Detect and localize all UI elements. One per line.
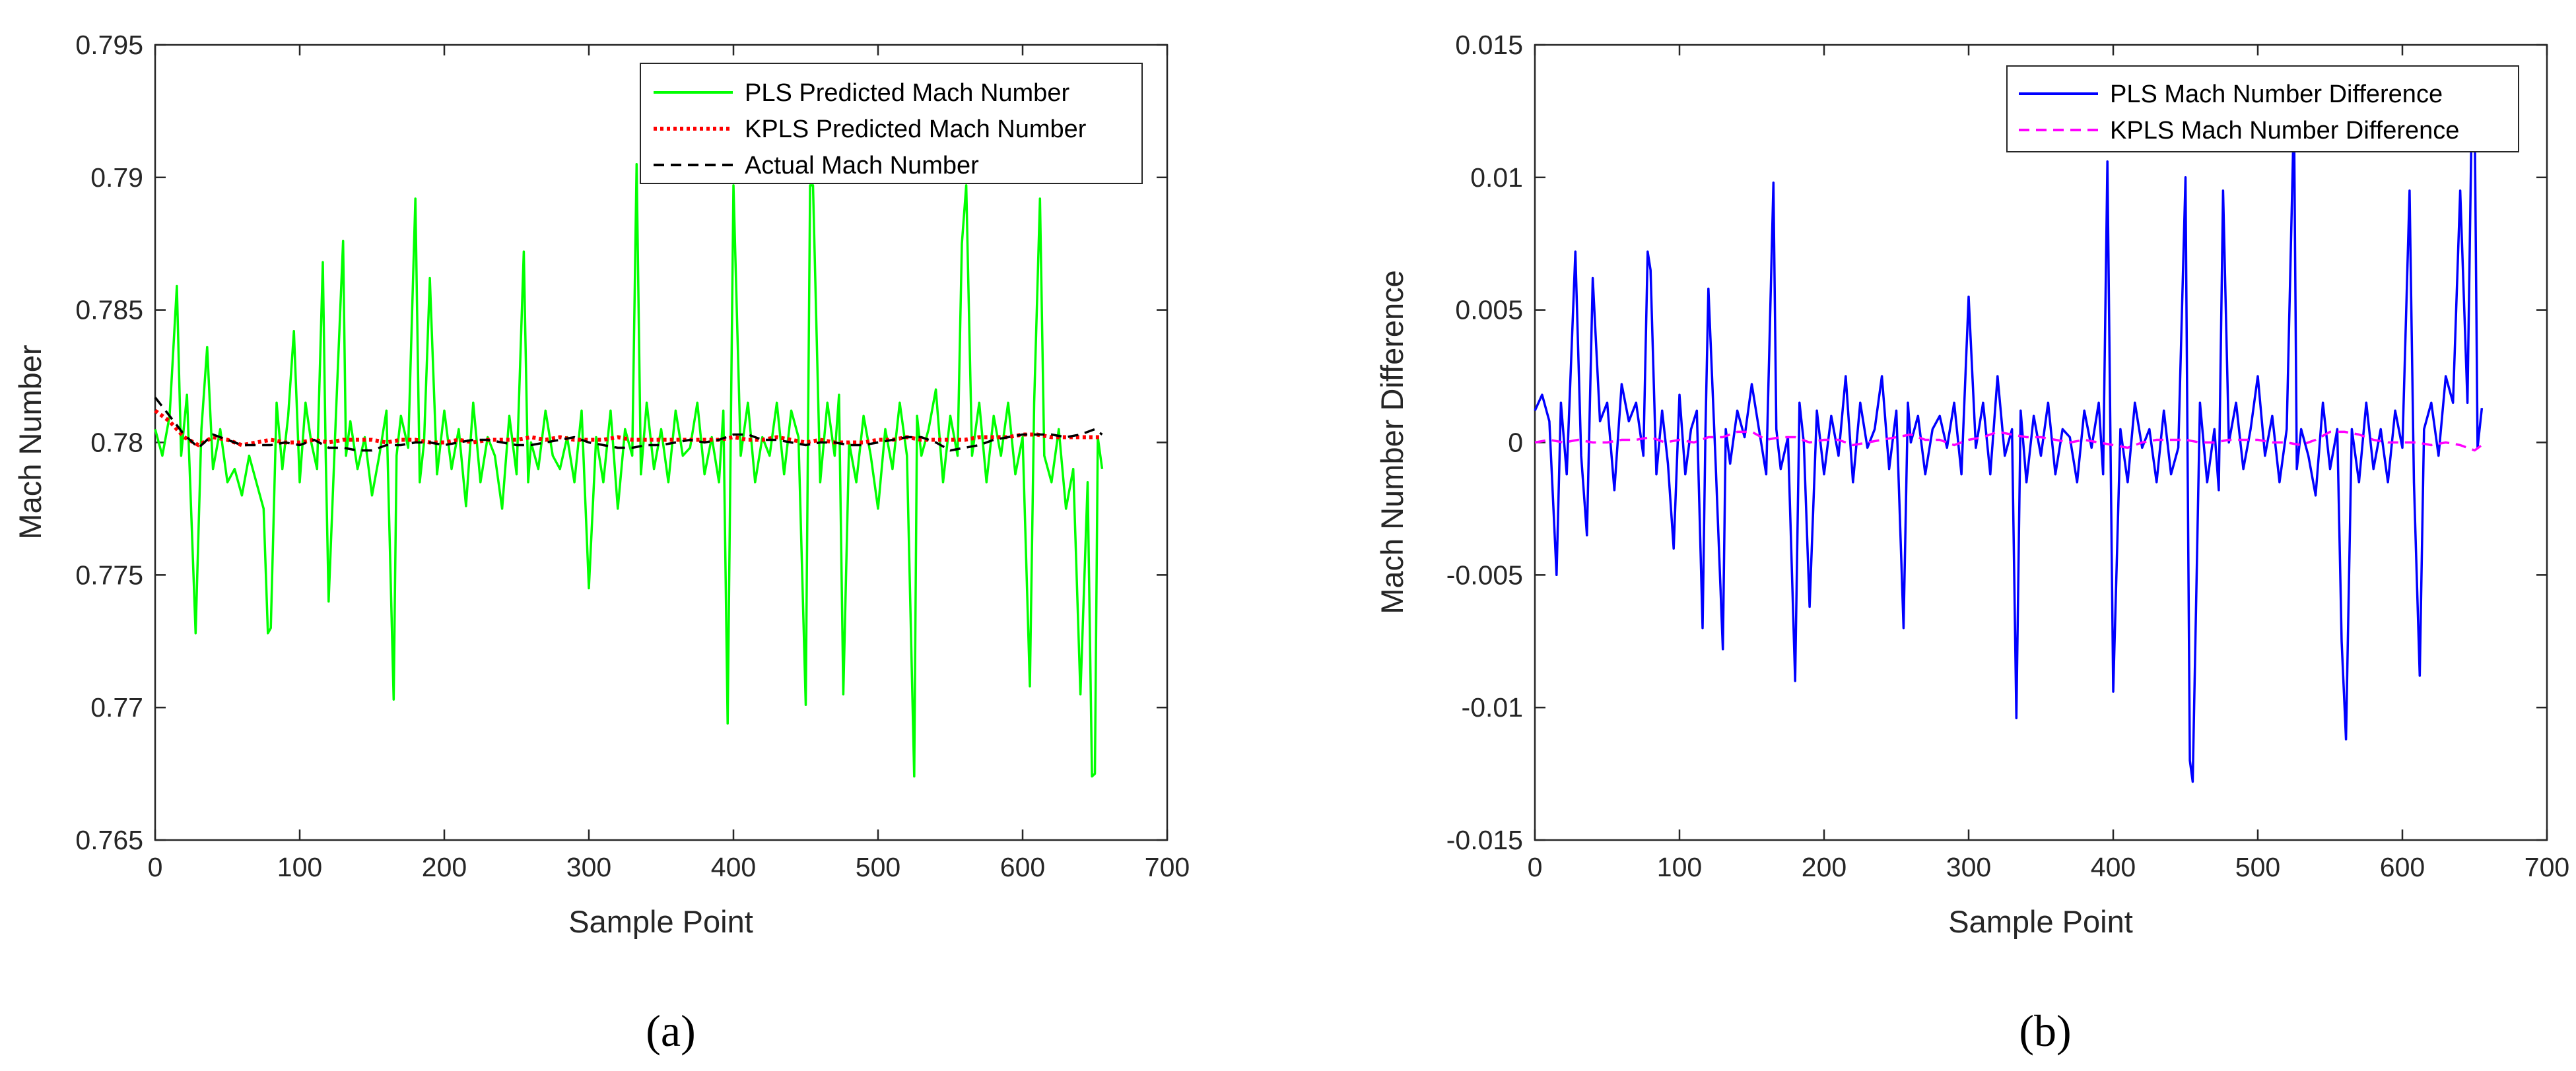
x-tick-label: 500 [2235, 852, 2280, 882]
y-tick-label: 0.77 [90, 692, 143, 723]
y-tick-label: 0.79 [90, 162, 143, 193]
y-axis-title-b: Mach Number Difference [1374, 270, 1409, 614]
y-tick-label: 0.005 [1455, 295, 1523, 325]
y-tick-label: 0.775 [75, 560, 143, 590]
axis-ticks-a: 0 100 200 300 400 500 600 700 0.765 0.77 0.775 0.78… [75, 30, 1190, 882]
x-tick-label: 200 [422, 852, 467, 882]
panel-b: 0 100 200 300 400 500 600 700 -0.015 -0.01 -0.005 0… [1374, 30, 2569, 1056]
x-tick-label: 600 [2380, 852, 2425, 882]
x-tick-label: 400 [2091, 852, 2136, 882]
x-axis-title-b: Sample Point [1948, 904, 2133, 939]
x-tick-label: 600 [1000, 852, 1045, 882]
legend-label-kpls-difference: KPLS Mach Number Difference [2110, 117, 2459, 145]
y-tick-label: 0.795 [75, 30, 143, 60]
series-group-b [1534, 110, 2484, 783]
panel-label-a: (a) [646, 1006, 695, 1056]
y-tick-label: -0.005 [1446, 560, 1523, 590]
y-tick-label: 0 [1508, 428, 1523, 458]
series-line-pls-difference [1534, 110, 2484, 783]
x-tick-label: 700 [2525, 852, 2569, 882]
series-line-kpls-difference [1534, 430, 2483, 452]
x-tick-label: 200 [1802, 852, 1847, 882]
x-tick-label: 500 [856, 852, 900, 882]
y-tick-label: 0.765 [75, 825, 143, 855]
x-tick-label: 700 [1145, 852, 1190, 882]
x-tick-label: 300 [566, 852, 611, 882]
x-axis-title-a: Sample Point [568, 904, 753, 939]
legend-label-pls-difference: PLS Mach Number Difference [2110, 81, 2443, 108]
x-tick-label: 300 [1946, 852, 1991, 882]
y-tick-label: -0.015 [1446, 825, 1523, 855]
x-tick-label: 400 [711, 852, 756, 882]
y-tick-label: 0.78 [90, 428, 143, 458]
y-axis-title-a: Mach Number [13, 344, 48, 539]
legend-box-b [2006, 65, 2519, 152]
y-tick-label: 0.785 [75, 295, 143, 325]
x-tick-label: 0 [1528, 852, 1543, 882]
axis-ticks-b: 0 100 200 300 400 500 600 700 -0.015 -0.01 -0.005 0… [1446, 30, 2569, 882]
legend-label-actual: Actual Mach Number [745, 152, 979, 179]
series-line-kpls-predicted [154, 408, 1102, 447]
legend-a: PLS Predicted Mach Number KPLS Predicted… [640, 63, 1143, 184]
y-tick-label: 0.01 [1470, 162, 1523, 193]
series-group-a [154, 163, 1104, 778]
legend-label-kpls-predicted: KPLS Predicted Mach Number [745, 115, 1087, 143]
x-tick-label: 100 [277, 852, 322, 882]
legend-b: PLS Mach Number Difference KPLS Mach Num… [2006, 65, 2519, 152]
series-line-pls-predicted [154, 163, 1104, 778]
panel-label-b: (b) [2019, 1006, 2071, 1056]
legend-box-a [640, 63, 1143, 184]
y-tick-label: -0.01 [1462, 692, 1523, 723]
panel-a: 0 100 200 300 400 500 600 700 0.765 0.77 0.775 0.78… [13, 30, 1190, 1056]
series-line-actual [154, 397, 1103, 452]
legend-label-pls-predicted: PLS Predicted Mach Number [745, 79, 1069, 107]
x-tick-label: 0 [148, 852, 163, 882]
x-tick-label: 100 [1657, 852, 1702, 882]
y-tick-label: 0.015 [1455, 30, 1523, 60]
